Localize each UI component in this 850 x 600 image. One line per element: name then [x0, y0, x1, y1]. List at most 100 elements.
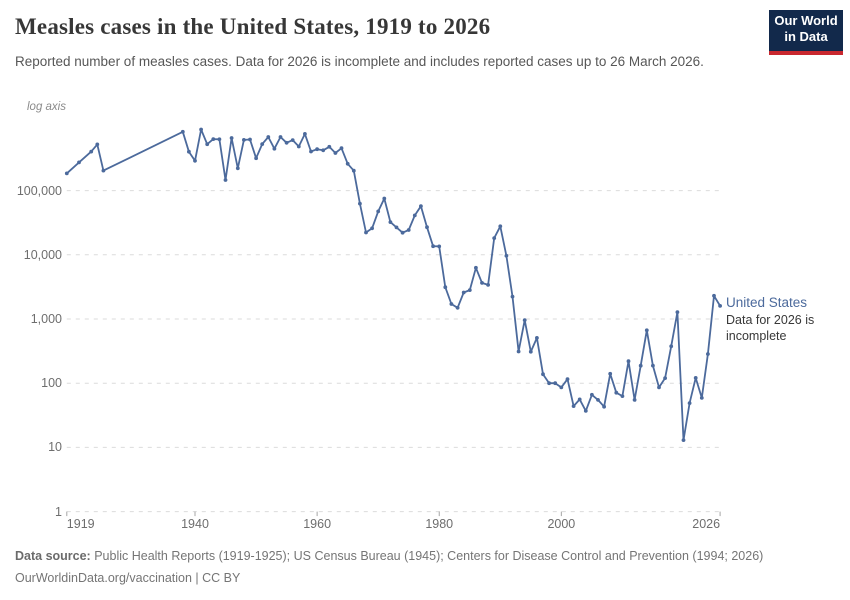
- data-point-1991[interactable]: [504, 253, 509, 258]
- data-point-1938[interactable]: [180, 129, 185, 134]
- data-point-1980[interactable]: [437, 244, 442, 249]
- data-point-2009[interactable]: [614, 390, 619, 395]
- data-point-1967[interactable]: [358, 201, 362, 206]
- data-point-2000[interactable]: [559, 385, 564, 390]
- data-point-1961[interactable]: [321, 148, 326, 153]
- data-point-1979[interactable]: [431, 244, 435, 249]
- data-point-1973[interactable]: [394, 225, 399, 230]
- data-point-1988[interactable]: [486, 283, 490, 287]
- data-point-1995[interactable]: [528, 349, 533, 354]
- data-point-1949[interactable]: [248, 137, 252, 142]
- series-label-united-states[interactable]: United States: [726, 295, 808, 310]
- data-point-2004[interactable]: [583, 409, 588, 413]
- data-point-2002[interactable]: [571, 404, 576, 408]
- data-point-1992[interactable]: [510, 294, 515, 299]
- data-point-2025[interactable]: [712, 293, 716, 298]
- data-point-1947[interactable]: [235, 166, 240, 171]
- data-point-1923[interactable]: [89, 149, 94, 154]
- data-point-2012[interactable]: [632, 398, 637, 402]
- data-point-1952[interactable]: [266, 135, 271, 139]
- data-point-2016[interactable]: [657, 385, 661, 390]
- data-point-1948[interactable]: [242, 138, 246, 142]
- data-point-1982[interactable]: [449, 302, 454, 306]
- data-point-1994[interactable]: [522, 318, 527, 322]
- data-point-1981[interactable]: [443, 285, 448, 290]
- data-point-1940[interactable]: [193, 158, 197, 163]
- data-point-1925[interactable]: [101, 168, 106, 173]
- data-point-1955[interactable]: [284, 140, 289, 145]
- data-point-2010[interactable]: [620, 394, 625, 398]
- data-point-1984[interactable]: [461, 290, 466, 295]
- data-point-1964[interactable]: [339, 146, 344, 151]
- data-point-2013[interactable]: [638, 363, 643, 368]
- data-point-2007[interactable]: [602, 404, 606, 409]
- data-point-1957[interactable]: [296, 144, 301, 149]
- data-point-2008[interactable]: [608, 371, 613, 376]
- data-point-1996[interactable]: [535, 336, 539, 340]
- data-point-1975[interactable]: [406, 228, 411, 232]
- data-point-1966[interactable]: [351, 168, 356, 173]
- data-point-2026[interactable]: [718, 304, 722, 308]
- data-point-2015[interactable]: [651, 363, 655, 368]
- data-point-2005[interactable]: [590, 392, 594, 397]
- data-point-1950[interactable]: [254, 156, 258, 161]
- data-point-1993[interactable]: [516, 349, 521, 354]
- y-axis-label: 10,000: [23, 247, 62, 262]
- data-point-1963[interactable]: [333, 151, 338, 155]
- data-point-1943[interactable]: [211, 137, 216, 142]
- data-point-1987[interactable]: [480, 281, 484, 285]
- data-point-2017[interactable]: [663, 376, 667, 380]
- data-point-1997[interactable]: [541, 372, 545, 377]
- data-point-1960[interactable]: [315, 147, 319, 152]
- data-point-1942[interactable]: [205, 142, 210, 147]
- data-point-1953[interactable]: [272, 146, 277, 151]
- data-point-2006[interactable]: [596, 398, 600, 402]
- data-point-2019[interactable]: [675, 310, 680, 314]
- series-line-united-states[interactable]: [65, 128, 721, 441]
- data-point-1951[interactable]: [260, 142, 265, 147]
- footer-link[interactable]: OurWorldinData.org/vaccination | CC BY: [15, 571, 241, 585]
- data-point-2021[interactable]: [687, 401, 692, 405]
- data-point-1971[interactable]: [382, 196, 387, 201]
- data-point-1998[interactable]: [547, 381, 551, 386]
- data-point-1999[interactable]: [553, 381, 558, 386]
- data-point-1972[interactable]: [388, 220, 393, 225]
- data-point-2014[interactable]: [644, 328, 649, 333]
- data-point-2022[interactable]: [693, 376, 698, 380]
- data-point-1977[interactable]: [419, 204, 423, 209]
- data-point-1921[interactable]: [77, 160, 81, 165]
- data-point-2003[interactable]: [577, 397, 582, 402]
- data-point-2018[interactable]: [669, 344, 674, 349]
- data-point-1962[interactable]: [327, 144, 332, 149]
- data-point-1976[interactable]: [412, 213, 417, 218]
- data-point-1956[interactable]: [290, 138, 295, 143]
- data-point-2001[interactable]: [565, 377, 570, 381]
- data-point-1983[interactable]: [455, 305, 460, 310]
- data-point-1970[interactable]: [376, 209, 381, 214]
- data-point-2023[interactable]: [699, 396, 704, 400]
- data-point-1965[interactable]: [345, 161, 350, 166]
- data-point-1958[interactable]: [303, 132, 307, 136]
- data-point-1989[interactable]: [492, 236, 497, 241]
- data-point-1978[interactable]: [425, 225, 429, 230]
- data-point-2024[interactable]: [706, 352, 710, 356]
- data-point-2011[interactable]: [626, 359, 631, 364]
- data-point-1941[interactable]: [199, 127, 204, 132]
- data-point-1919[interactable]: [64, 171, 69, 176]
- data-point-1959[interactable]: [309, 149, 313, 154]
- data-point-1985[interactable]: [467, 288, 472, 292]
- data-point-1986[interactable]: [474, 265, 478, 270]
- data-point-1974[interactable]: [400, 230, 405, 235]
- data-point-1939[interactable]: [187, 149, 191, 154]
- data-point-1945[interactable]: [223, 178, 228, 182]
- data-point-1946[interactable]: [229, 136, 234, 140]
- owid-logo[interactable]: Our World in Data: [769, 10, 843, 55]
- data-point-1954[interactable]: [278, 135, 283, 139]
- data-point-1968[interactable]: [364, 230, 368, 235]
- data-point-1924[interactable]: [95, 142, 100, 147]
- data-point-1990[interactable]: [498, 224, 503, 229]
- data-point-2020[interactable]: [681, 438, 686, 442]
- data-point-1944[interactable]: [217, 137, 222, 142]
- data-point-1969[interactable]: [370, 226, 374, 231]
